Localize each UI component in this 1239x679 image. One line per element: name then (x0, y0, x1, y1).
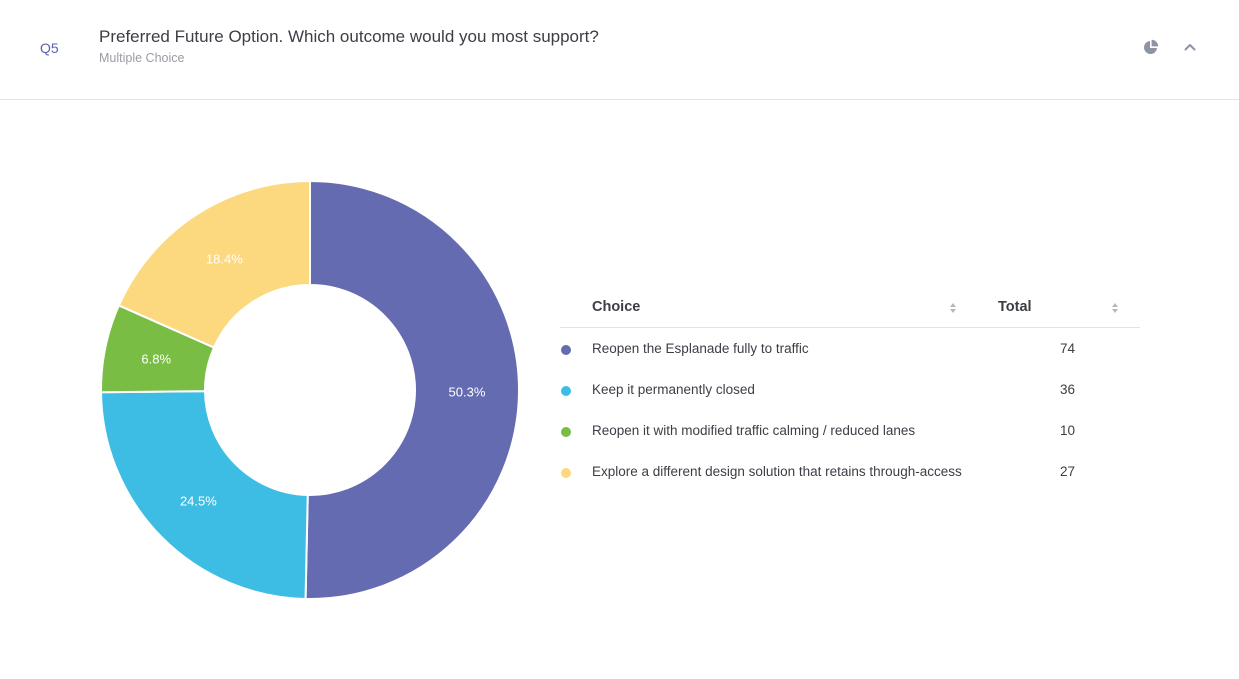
results-table: Choice Total Reopen the Esplanade fully … (560, 287, 1140, 492)
choice-total: 10 (1060, 423, 1076, 438)
slice-percent-label: 18.4% (206, 251, 243, 266)
pie-chart-icon (1144, 39, 1159, 54)
question-header: Q5 Preferred Future Option. Which outcom… (0, 0, 1239, 100)
choice-total: 36 (1060, 382, 1076, 397)
question-title: Preferred Future Option. Which outcome w… (99, 27, 599, 46)
slice-percent-label: 24.5% (180, 493, 217, 508)
donut-chart: 50.3% 24.5% 6.8% 18.4% (0, 100, 560, 679)
donut-chart-svg: 50.3% 24.5% 6.8% 18.4% (100, 179, 520, 600)
slice-percent-label: 6.8% (141, 351, 171, 366)
legend-dot-icon (561, 386, 571, 396)
sort-icon[interactable] (949, 302, 957, 314)
table-row: Reopen the Esplanade fully to traffic 74 (560, 328, 1140, 369)
choice-total: 74 (1060, 341, 1076, 356)
table-header: Choice Total (560, 287, 1140, 328)
legend-dot-icon (561, 427, 571, 437)
column-header-choice[interactable]: Choice (592, 299, 641, 315)
question-type: Multiple Choice (99, 51, 185, 65)
collapse-button[interactable] (1181, 38, 1199, 56)
table-row: Reopen it with modified traffic calming … (560, 410, 1140, 451)
chart-type-button[interactable] (1142, 38, 1160, 56)
donut-slice[interactable] (100, 390, 309, 600)
choice-label: Reopen the Esplanade fully to traffic (592, 341, 809, 356)
question-number: Q5 (40, 40, 59, 56)
table-row: Explore a different design solution that… (560, 451, 1140, 492)
sort-icon[interactable] (1111, 302, 1119, 314)
column-header-total[interactable]: Total (998, 299, 1032, 315)
choice-label: Explore a different design solution that… (592, 464, 962, 479)
donut-slice[interactable] (304, 179, 520, 600)
choice-label: Keep it permanently closed (592, 382, 755, 397)
legend-dot-icon (561, 468, 571, 478)
choice-label: Reopen it with modified traffic calming … (592, 423, 916, 438)
legend-dot-icon (561, 345, 571, 355)
slice-percent-label: 50.3% (449, 385, 486, 400)
table-row: Keep it permanently closed 36 (560, 369, 1140, 410)
chevron-up-icon (1184, 44, 1196, 51)
donut-slice[interactable] (117, 179, 311, 349)
choice-total: 27 (1060, 464, 1076, 479)
